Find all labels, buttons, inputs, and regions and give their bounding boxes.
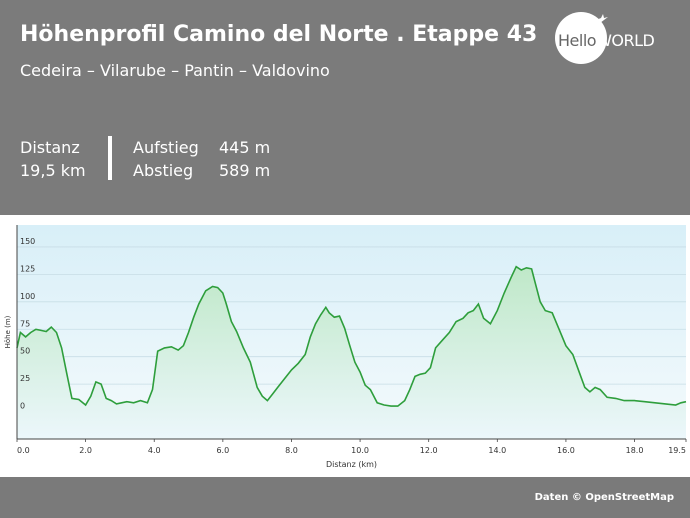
elevation-values: 445 m 589 m [219, 136, 270, 182]
header-panel: Höhenprofil Camino del Norte . Etappe 43… [0, 0, 690, 215]
y-tick-label: 125 [20, 264, 35, 273]
y-axis-label: Höhe (m) [4, 315, 12, 348]
y-tick-label: 150 [20, 237, 35, 246]
x-tick-label: 0.0 [17, 446, 30, 455]
y-tick-labels: 0 25 50 75 100 125 150 [20, 237, 35, 411]
y-tick-label: 25 [20, 374, 30, 383]
x-tick-label: 14.0 [488, 446, 506, 455]
x-tick-labels: 0.0 2.0 4.0 6.0 8.0 10.0 12.0 14.0 16.0 18.0 19.5 [16, 439, 687, 455]
distance-value: 19,5 km [20, 161, 86, 180]
bird-icon [596, 14, 608, 23]
y-tick-label: 75 [20, 319, 30, 328]
y-tick-label: 100 [20, 292, 35, 301]
x-tick-label: 6.0 [216, 446, 229, 455]
x-tick-label: 12.0 [420, 446, 438, 455]
stats-divider [108, 136, 112, 180]
route-subtitle: Cedeira – Vilarube – Pantin – Valdovino [20, 61, 330, 80]
x-tick-label: 8.0 [285, 446, 298, 455]
x-tick-label: 4.0 [148, 446, 161, 455]
x-tick-label: 2.0 [79, 446, 92, 455]
descent-value: 589 m [219, 161, 271, 180]
x-axis-label: Distanz (km) [326, 460, 377, 469]
ascent-label: Aufstieg [133, 138, 199, 157]
data-credit: Daten © OpenStreetMap [534, 492, 674, 503]
logo-world-text: WORLD [596, 31, 655, 50]
descent-label: Abstieg [133, 161, 194, 180]
distance-block: Distanz 19,5 km [20, 136, 86, 182]
elevation-labels: Aufstieg Abstieg [133, 136, 199, 182]
elevation-line [16, 265, 687, 407]
helloworld-logo[interactable]: HelloWORLD [558, 31, 655, 50]
y-tick-label: 0 [20, 402, 25, 411]
x-tick-label: 18.0 [626, 446, 644, 455]
x-tick-label: 19.5 [668, 446, 686, 455]
elevation-chart: 0 25 50 75 100 125 150 0.0 2.0 4.0 6.0 8.0 10.0 12.0… [4, 225, 687, 469]
x-tick-label: 10.0 [351, 446, 369, 455]
distance-label: Distanz [20, 138, 80, 157]
y-tick-label: 50 [20, 347, 30, 356]
x-tick-label: 16.0 [557, 446, 575, 455]
elevation-chart-panel: 0 25 50 75 100 125 150 0.0 2.0 4.0 6.0 8.0 10.0 12.0… [0, 215, 690, 477]
page-title: Höhenprofil Camino del Norte . Etappe 43 [20, 22, 538, 47]
ascent-value: 445 m [219, 138, 271, 157]
logo-hello-text: Hello [558, 31, 597, 50]
